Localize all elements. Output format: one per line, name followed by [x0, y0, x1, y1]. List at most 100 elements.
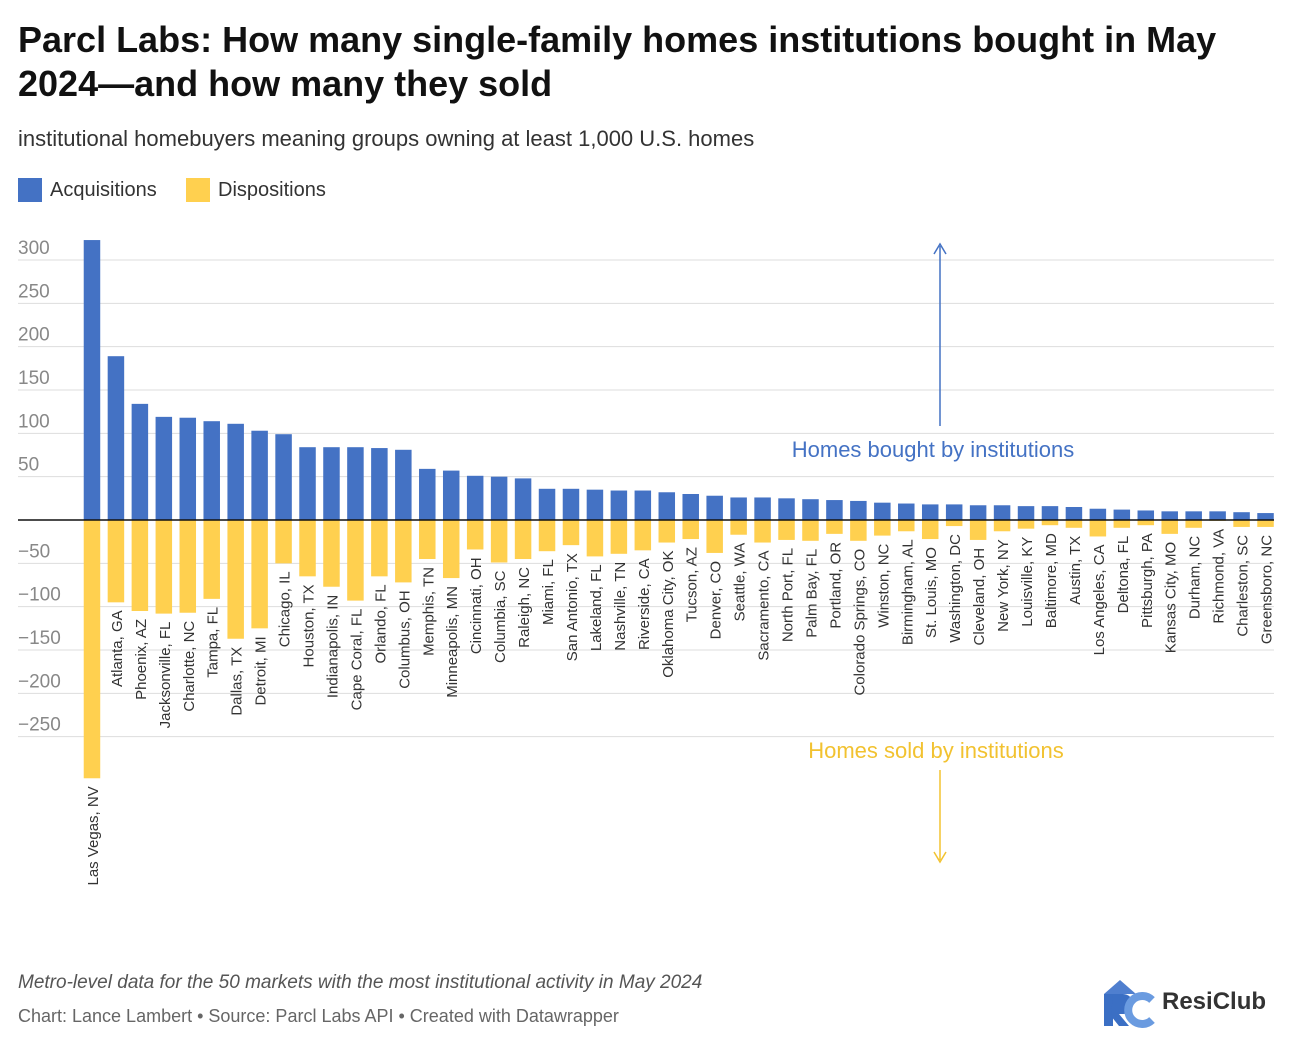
annotation-arrowhead-down [933, 851, 947, 864]
bar-acquisitions [610, 490, 628, 520]
bar-acquisitions [514, 478, 532, 520]
bar-dispositions [203, 520, 220, 599]
bar-dispositions [778, 520, 795, 540]
y-tick-label: 300 [18, 238, 50, 259]
annotation-arrowhead-up [933, 242, 947, 255]
bar-acquisitions [107, 356, 125, 520]
category-label: Palm Bay, FL [803, 549, 820, 638]
bar-acquisitions [1137, 510, 1155, 520]
bar-dispositions [634, 520, 652, 551]
bar-acquisitions [538, 488, 556, 520]
category-label: Pittsburgh, PA [1139, 533, 1156, 628]
bar-acquisitions [658, 492, 676, 520]
bar-dispositions [107, 520, 125, 603]
category-label: Durham, NC [1187, 536, 1204, 620]
bar-acquisitions [155, 416, 173, 520]
bar-acquisitions [299, 447, 316, 520]
bar-acquisitions [874, 502, 891, 520]
bar-dispositions [658, 520, 676, 543]
category-label: Memphis, TN [420, 567, 437, 656]
resiclub-logo-icon [1104, 980, 1155, 1028]
bar-acquisitions [83, 240, 101, 520]
bar-dispositions [754, 520, 771, 543]
bar-acquisitions [562, 488, 580, 520]
bar-dispositions [1041, 520, 1059, 526]
category-label: Indianapolis, IN [324, 595, 341, 698]
bar-dispositions [155, 520, 173, 614]
chart-subtitle: institutional homebuyers meaning groups … [18, 126, 755, 151]
bar-acquisitions [1233, 512, 1250, 520]
bar-dispositions [1161, 520, 1178, 534]
bar-acquisitions [1017, 506, 1035, 520]
bar-acquisitions [466, 475, 484, 520]
bar-acquisitions [275, 434, 292, 520]
category-label: Portland, OR [827, 542, 844, 629]
y-tick-label: 50 [18, 455, 39, 476]
bar-chart: −250 −200 −150 −100 −50 50 100 150 200 250 300 Las … [18, 238, 1276, 886]
category-label: Greensboro, NC [1259, 535, 1276, 644]
bar-acquisitions [442, 470, 460, 520]
bar-dispositions [1113, 520, 1131, 528]
bar-acquisitions [1185, 511, 1202, 520]
category-label: Houston, TX [301, 584, 318, 667]
bar-dispositions [586, 520, 604, 557]
bar-acquisitions [1065, 506, 1083, 520]
category-label: North Port, FL [780, 548, 797, 642]
bar-dispositions [969, 520, 987, 540]
chart-title: Parcl Labs: How many single-family homes… [18, 19, 1217, 104]
bar-acquisitions [1113, 509, 1131, 520]
bar-acquisitions [419, 468, 436, 520]
category-label: Cape Coral, FL [348, 609, 365, 711]
bar-dispositions [945, 520, 963, 527]
bar-acquisitions [1041, 506, 1059, 520]
category-label: Lakeland, FL [588, 564, 605, 651]
category-label: Dallas, TX [229, 647, 246, 716]
bar-dispositions [1137, 520, 1155, 526]
category-label: Miami, FL [540, 559, 557, 625]
category-label: San Antonio, TX [564, 553, 581, 661]
bar-dispositions [419, 520, 436, 560]
legend-label-acquisitions: Acquisitions [50, 178, 157, 201]
category-label: Baltimore, MD [1043, 533, 1060, 628]
bar-acquisitions [730, 497, 747, 520]
annotation-sold: Homes sold by institutions [808, 738, 1064, 763]
category-label: Winston, NC [875, 543, 892, 627]
bar-acquisitions [802, 499, 819, 520]
category-label: Phoenix, AZ [133, 619, 150, 700]
bar-dispositions [131, 520, 149, 612]
bar-dispositions [251, 520, 268, 629]
resiclub-logo: ResiClub [1098, 976, 1266, 1028]
y-tick-label: −150 [18, 628, 61, 649]
category-label: Colorado Springs, CO [851, 549, 868, 696]
category-label: Tampa, FL [205, 607, 222, 678]
bar-dispositions [323, 520, 340, 587]
bar-dispositions [993, 520, 1011, 532]
category-label: Cincinnati, OH [468, 557, 485, 654]
category-label: Kansas City, MO [1163, 542, 1180, 653]
y-tick-label: 150 [18, 368, 50, 389]
bar-dispositions [227, 520, 244, 639]
bar-acquisitions [898, 503, 915, 520]
category-label: St. Louis, MO [923, 547, 940, 638]
bar-acquisitions [203, 421, 220, 520]
category-label: Sacramento, CA [756, 551, 773, 661]
y-tick-label: −200 [18, 671, 61, 692]
legend-label-dispositions: Dispositions [218, 178, 326, 201]
category-label: Austin, TX [1067, 536, 1084, 605]
category-label: Denver, CO [708, 561, 725, 639]
bar-dispositions [682, 520, 699, 540]
y-tick-label: 200 [18, 325, 50, 346]
bar-dispositions [1185, 520, 1202, 528]
category-label: Charlotte, NC [181, 621, 198, 712]
bar-dispositions [442, 520, 460, 579]
legend-swatch-dispositions [186, 178, 210, 202]
bar-acquisitions [1209, 511, 1226, 520]
category-label: Seattle, WA [732, 543, 749, 622]
bar-acquisitions [1161, 511, 1178, 520]
category-label: Richmond, VA [1211, 529, 1228, 624]
bar-acquisitions [706, 495, 723, 520]
bar-dispositions [874, 520, 891, 536]
legend-swatch-acquisitions [18, 178, 42, 202]
bar-dispositions [562, 520, 580, 546]
bar-dispositions [371, 520, 388, 577]
